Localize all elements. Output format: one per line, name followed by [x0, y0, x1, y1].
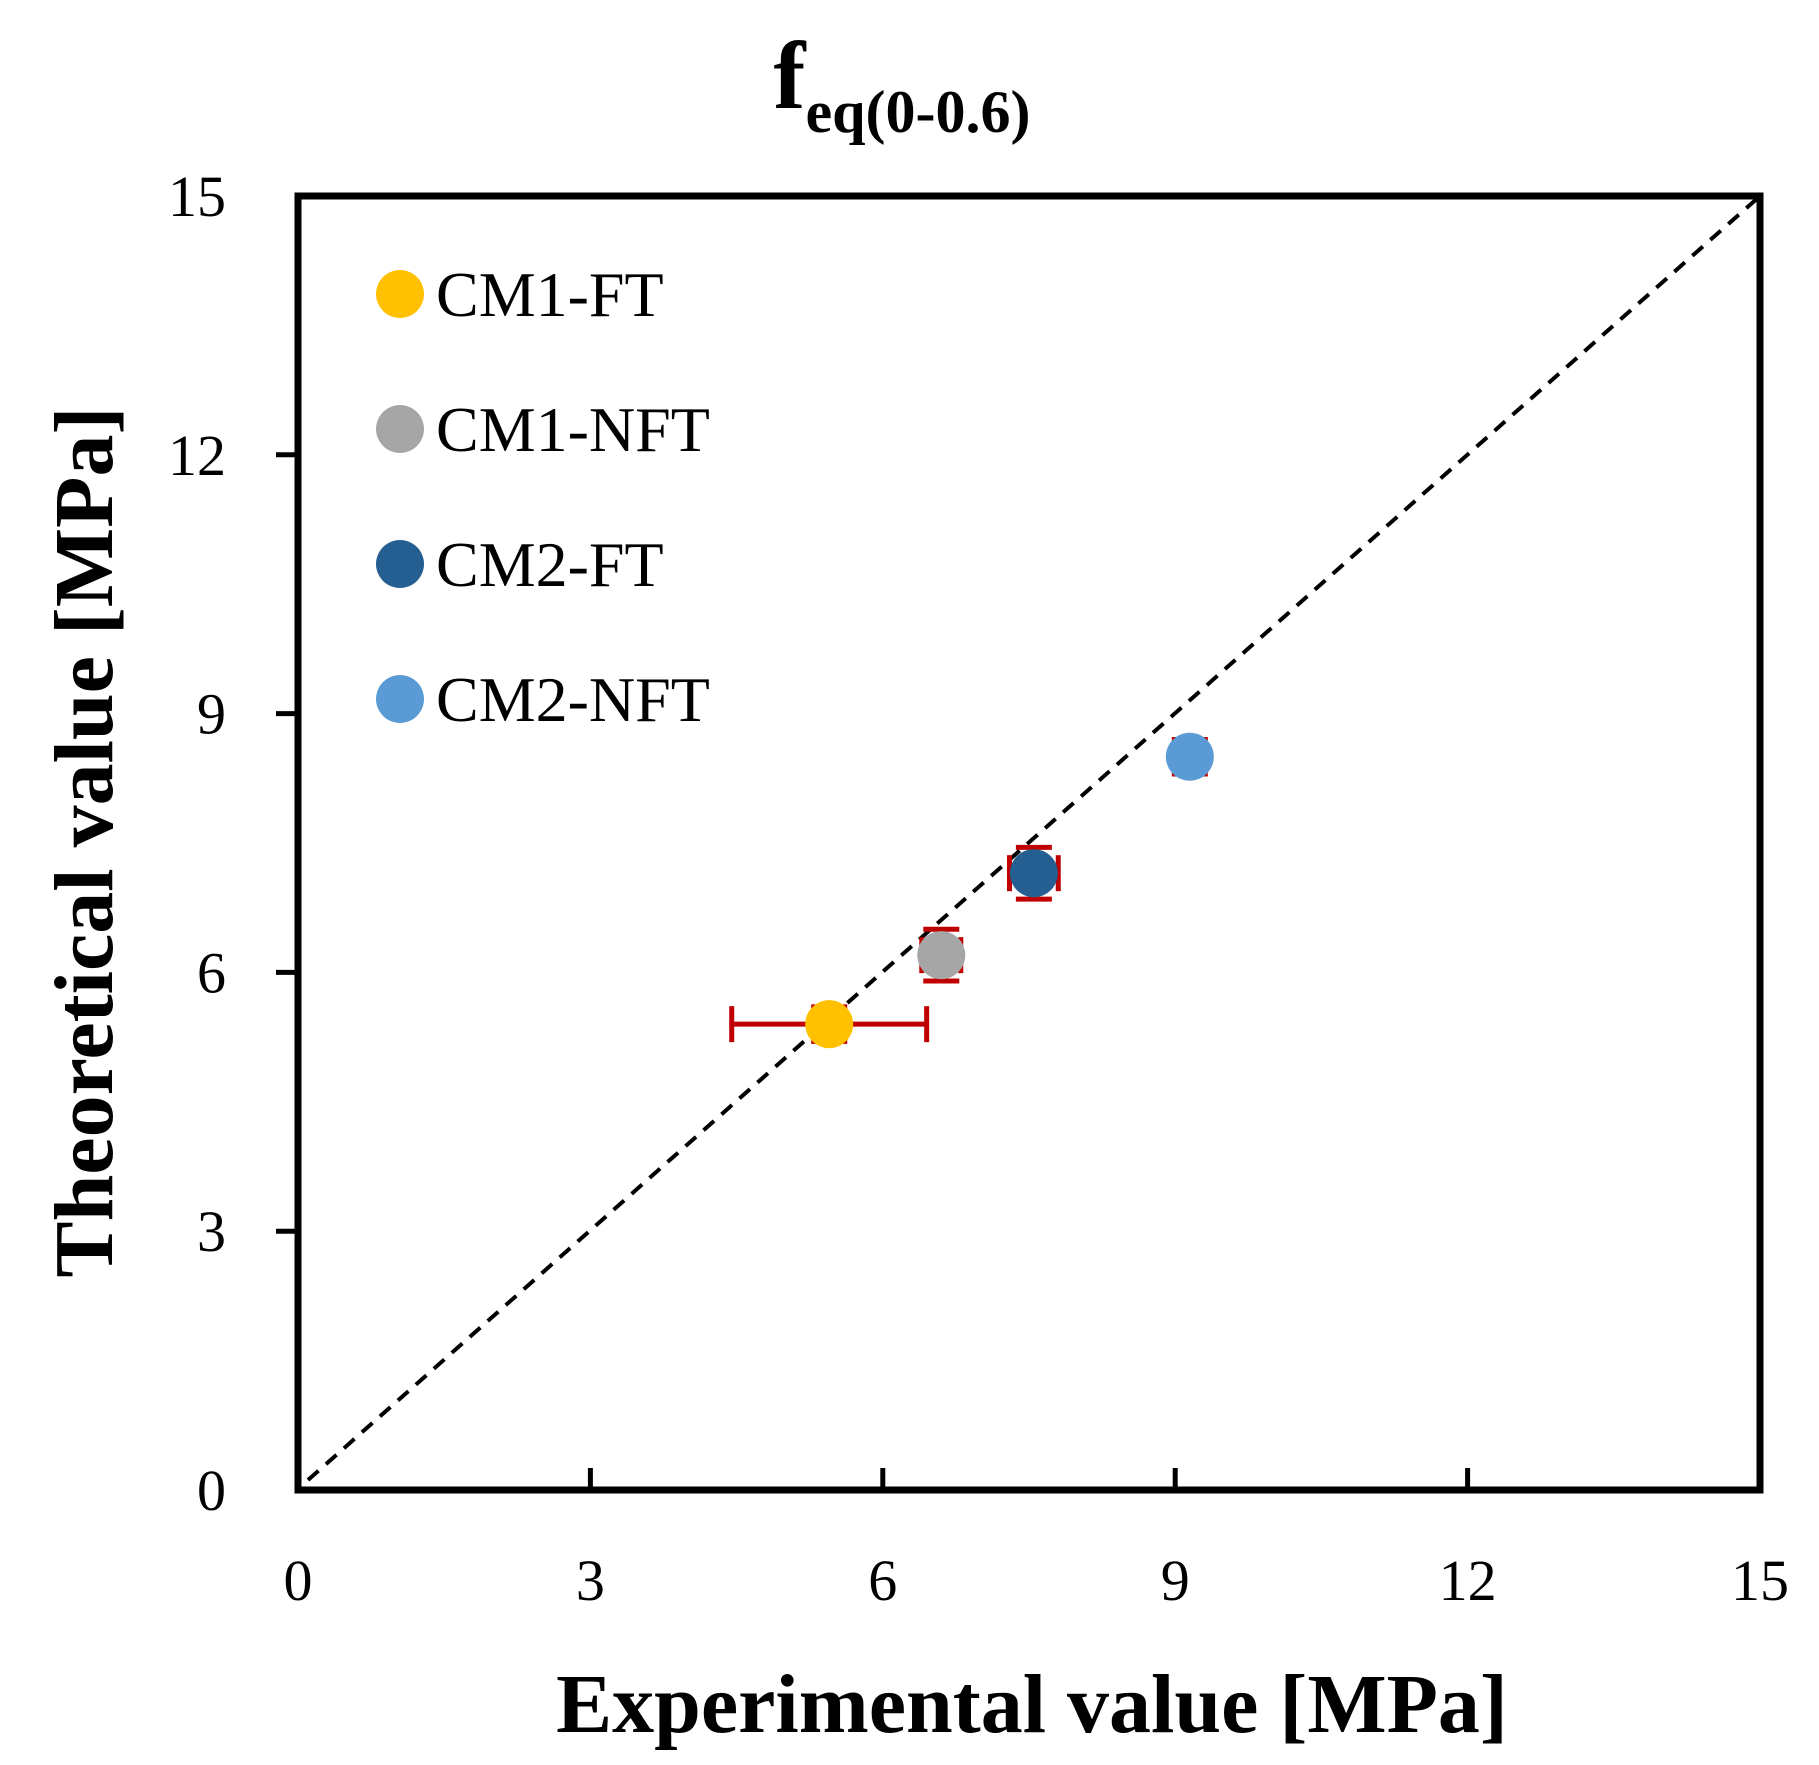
x-tick-label: 12 — [1439, 1548, 1497, 1613]
x-axis-title: Experimental value [MPa] — [556, 1658, 1508, 1751]
legend: CM1-FT CM1-NFT CM2-FT CM2-NFT — [376, 259, 710, 735]
legend-marker — [376, 405, 424, 453]
chart-title-subscript: eq(0-0.6) — [806, 79, 1031, 145]
x-tick-label: 3 — [576, 1548, 605, 1613]
y-tick-label: 3 — [197, 1199, 226, 1264]
y-tick-label: 9 — [197, 682, 226, 747]
data-points — [805, 732, 1214, 1049]
reference-line — [306, 194, 1762, 1482]
reference-line-layer — [306, 194, 1762, 1482]
legend-marker — [376, 270, 424, 318]
y-tick-label: 0 — [197, 1458, 226, 1523]
chart-title-main: f — [774, 22, 807, 129]
legend-label: CM2-NFT — [436, 664, 710, 735]
plot-frame — [294, 192, 1764, 1494]
x-tick-label: 6 — [868, 1548, 897, 1613]
legend-label: CM1-FT — [436, 259, 664, 330]
x-tick-label: 15 — [1731, 1548, 1789, 1613]
error-bars — [729, 736, 1208, 1044]
data-point-cm1-ft — [805, 1000, 854, 1049]
x-tick-label: 9 — [1161, 1548, 1190, 1613]
legend-label: CM1-NFT — [436, 394, 710, 465]
y-axis-title: Theoretical value [MPa] — [38, 407, 131, 1278]
y-tick-label: 12 — [168, 423, 226, 488]
y-tick-label: 6 — [197, 940, 226, 1005]
legend-label: CM2-FT — [436, 529, 664, 600]
legend-marker — [376, 540, 424, 588]
data-point-cm2-nft — [1165, 732, 1214, 781]
y-tick-label: 15 — [168, 164, 226, 229]
chart-title: feq(0-0.6) — [774, 22, 1031, 145]
legend-marker — [376, 675, 424, 723]
data-point-cm2-ft — [1009, 849, 1058, 898]
x-axis-ticks: 0 3 6 9 12 15 — [284, 1468, 1789, 1613]
y-axis-ticks: 0 3 6 9 12 15 — [168, 164, 298, 1523]
data-point-cm1-nft — [917, 931, 966, 980]
x-tick-label: 0 — [284, 1548, 313, 1613]
